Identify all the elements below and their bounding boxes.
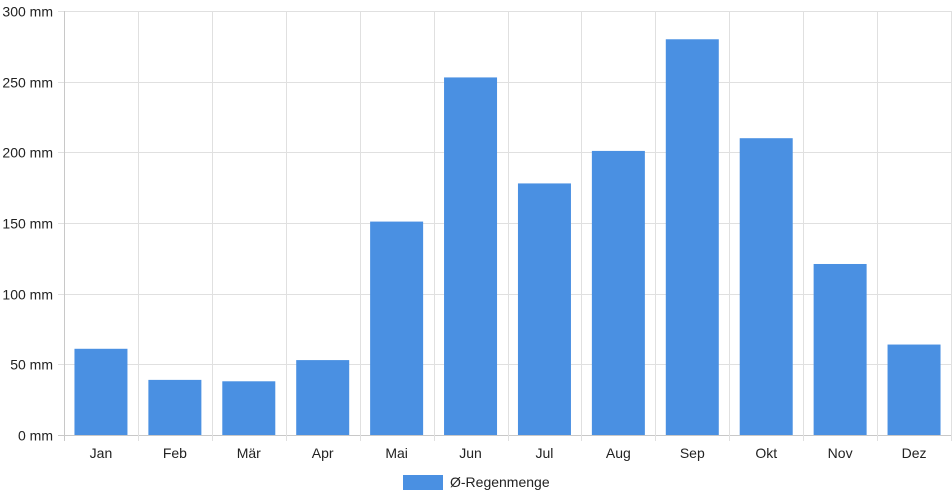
bar-okt bbox=[739, 138, 793, 435]
bar-jul bbox=[517, 183, 571, 435]
legend-label[interactable]: Ø-Regenmenge bbox=[450, 474, 550, 490]
bar-nov bbox=[813, 263, 867, 435]
x-tick-label: Jun bbox=[459, 445, 482, 461]
y-tick-label: 100 mm bbox=[2, 287, 53, 303]
y-tick-label: 0 mm bbox=[18, 428, 53, 444]
x-tick-label: Jan bbox=[90, 445, 113, 461]
bar-dez bbox=[887, 344, 941, 435]
x-tick-label: Dez bbox=[902, 445, 927, 461]
x-tick-label: Apr bbox=[312, 445, 334, 461]
y-tick-label: 250 mm bbox=[2, 75, 53, 91]
x-tick-label: Jul bbox=[536, 445, 554, 461]
bar-sep bbox=[665, 39, 719, 436]
bar-feb bbox=[148, 379, 202, 435]
y-tick-label: 200 mm bbox=[2, 145, 53, 161]
y-axis-ticks: 0 mm 50 mm 100 mm 150 mm 200 mm 250 mm 300 mm bbox=[2, 4, 53, 444]
x-tick-label: Mai bbox=[385, 445, 408, 461]
bar-apr bbox=[296, 360, 350, 435]
y-tick-label: 150 mm bbox=[2, 216, 53, 232]
y-tick-label: 50 mm bbox=[10, 357, 53, 373]
x-tick-label: Okt bbox=[755, 445, 777, 461]
y-tick-label: 300 mm bbox=[2, 4, 53, 20]
x-tick-label: Aug bbox=[606, 445, 631, 461]
bar-aug bbox=[591, 150, 645, 436]
legend-swatch[interactable] bbox=[403, 475, 443, 490]
bar-jan bbox=[74, 348, 128, 435]
x-tick-label: Nov bbox=[828, 445, 853, 461]
bar-jun bbox=[444, 77, 498, 435]
x-tick-label: Sep bbox=[680, 445, 705, 461]
x-tick-label: Mär bbox=[237, 445, 261, 461]
x-tick-label: Feb bbox=[163, 445, 187, 461]
bars bbox=[74, 39, 941, 436]
bar-mai bbox=[370, 221, 424, 435]
legend[interactable]: Ø-Regenmenge bbox=[403, 474, 550, 490]
grid-lines bbox=[58, 11, 952, 441]
x-axis-ticks: Jan Feb Mär Apr Mai Jun Jul Aug Sep Okt Nov Dez bbox=[90, 445, 927, 461]
bar-mär bbox=[222, 381, 276, 435]
